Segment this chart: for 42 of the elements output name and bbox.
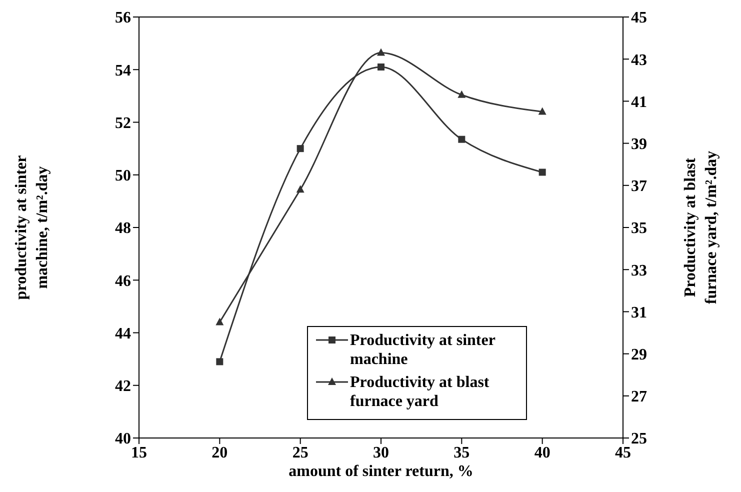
y-tick-label: 52 [115, 114, 131, 132]
x-axis-title: amount of sinter return, % [288, 463, 474, 480]
legend-label: Productivity at sinter machine [350, 331, 496, 369]
y-tick-label: 56 [115, 10, 131, 27]
y2-tick-label: 43 [631, 52, 647, 69]
x-tick-label: 35 [454, 444, 470, 462]
y2-tick-label: 29 [631, 346, 647, 364]
x-tick-label: 30 [373, 444, 389, 462]
x-tick-label: 40 [534, 444, 550, 462]
y2-tick-label: 45 [631, 10, 647, 27]
point [378, 63, 384, 70]
point [377, 48, 385, 56]
y-tick-label: 50 [115, 168, 131, 185]
x-tick-label: 25 [292, 444, 308, 462]
x-tick-label: 45 [615, 444, 631, 462]
y2-tick-label: 41 [631, 94, 647, 111]
legend-label: Productivity at blast furnace yard [350, 373, 490, 411]
x-tick-label: 15 [131, 444, 147, 462]
y-tick-label: 44 [115, 325, 131, 342]
y2-tick-label: 35 [631, 220, 647, 238]
point [216, 358, 224, 366]
y2-tick-label: 25 [631, 430, 647, 448]
point [458, 90, 466, 98]
y2-tick-label: 37 [631, 178, 647, 196]
y2-tick-label: 39 [631, 136, 647, 153]
y-tick-label: 46 [115, 272, 131, 290]
y2-tick-label: 31 [631, 304, 647, 322]
y2-tick-label: 27 [631, 388, 647, 406]
y2-axis-title: Productivity at blast furnace yard, t/m².day [682, 150, 720, 304]
point [538, 168, 546, 176]
y-tick-label: 54 [115, 62, 131, 80]
x-tick-label: 20 [212, 444, 228, 462]
point [296, 145, 304, 152]
point [458, 136, 466, 143]
y2-tick-label: 33 [631, 262, 647, 280]
y-tick-label: 48 [115, 220, 131, 238]
point [296, 185, 304, 193]
y-tick-label: 40 [115, 430, 131, 448]
y-tick-label: 42 [115, 378, 131, 396]
y-axis-title: productivity at sinter machine, t/m².day [13, 155, 51, 300]
point [538, 107, 546, 115]
point [216, 318, 224, 326]
